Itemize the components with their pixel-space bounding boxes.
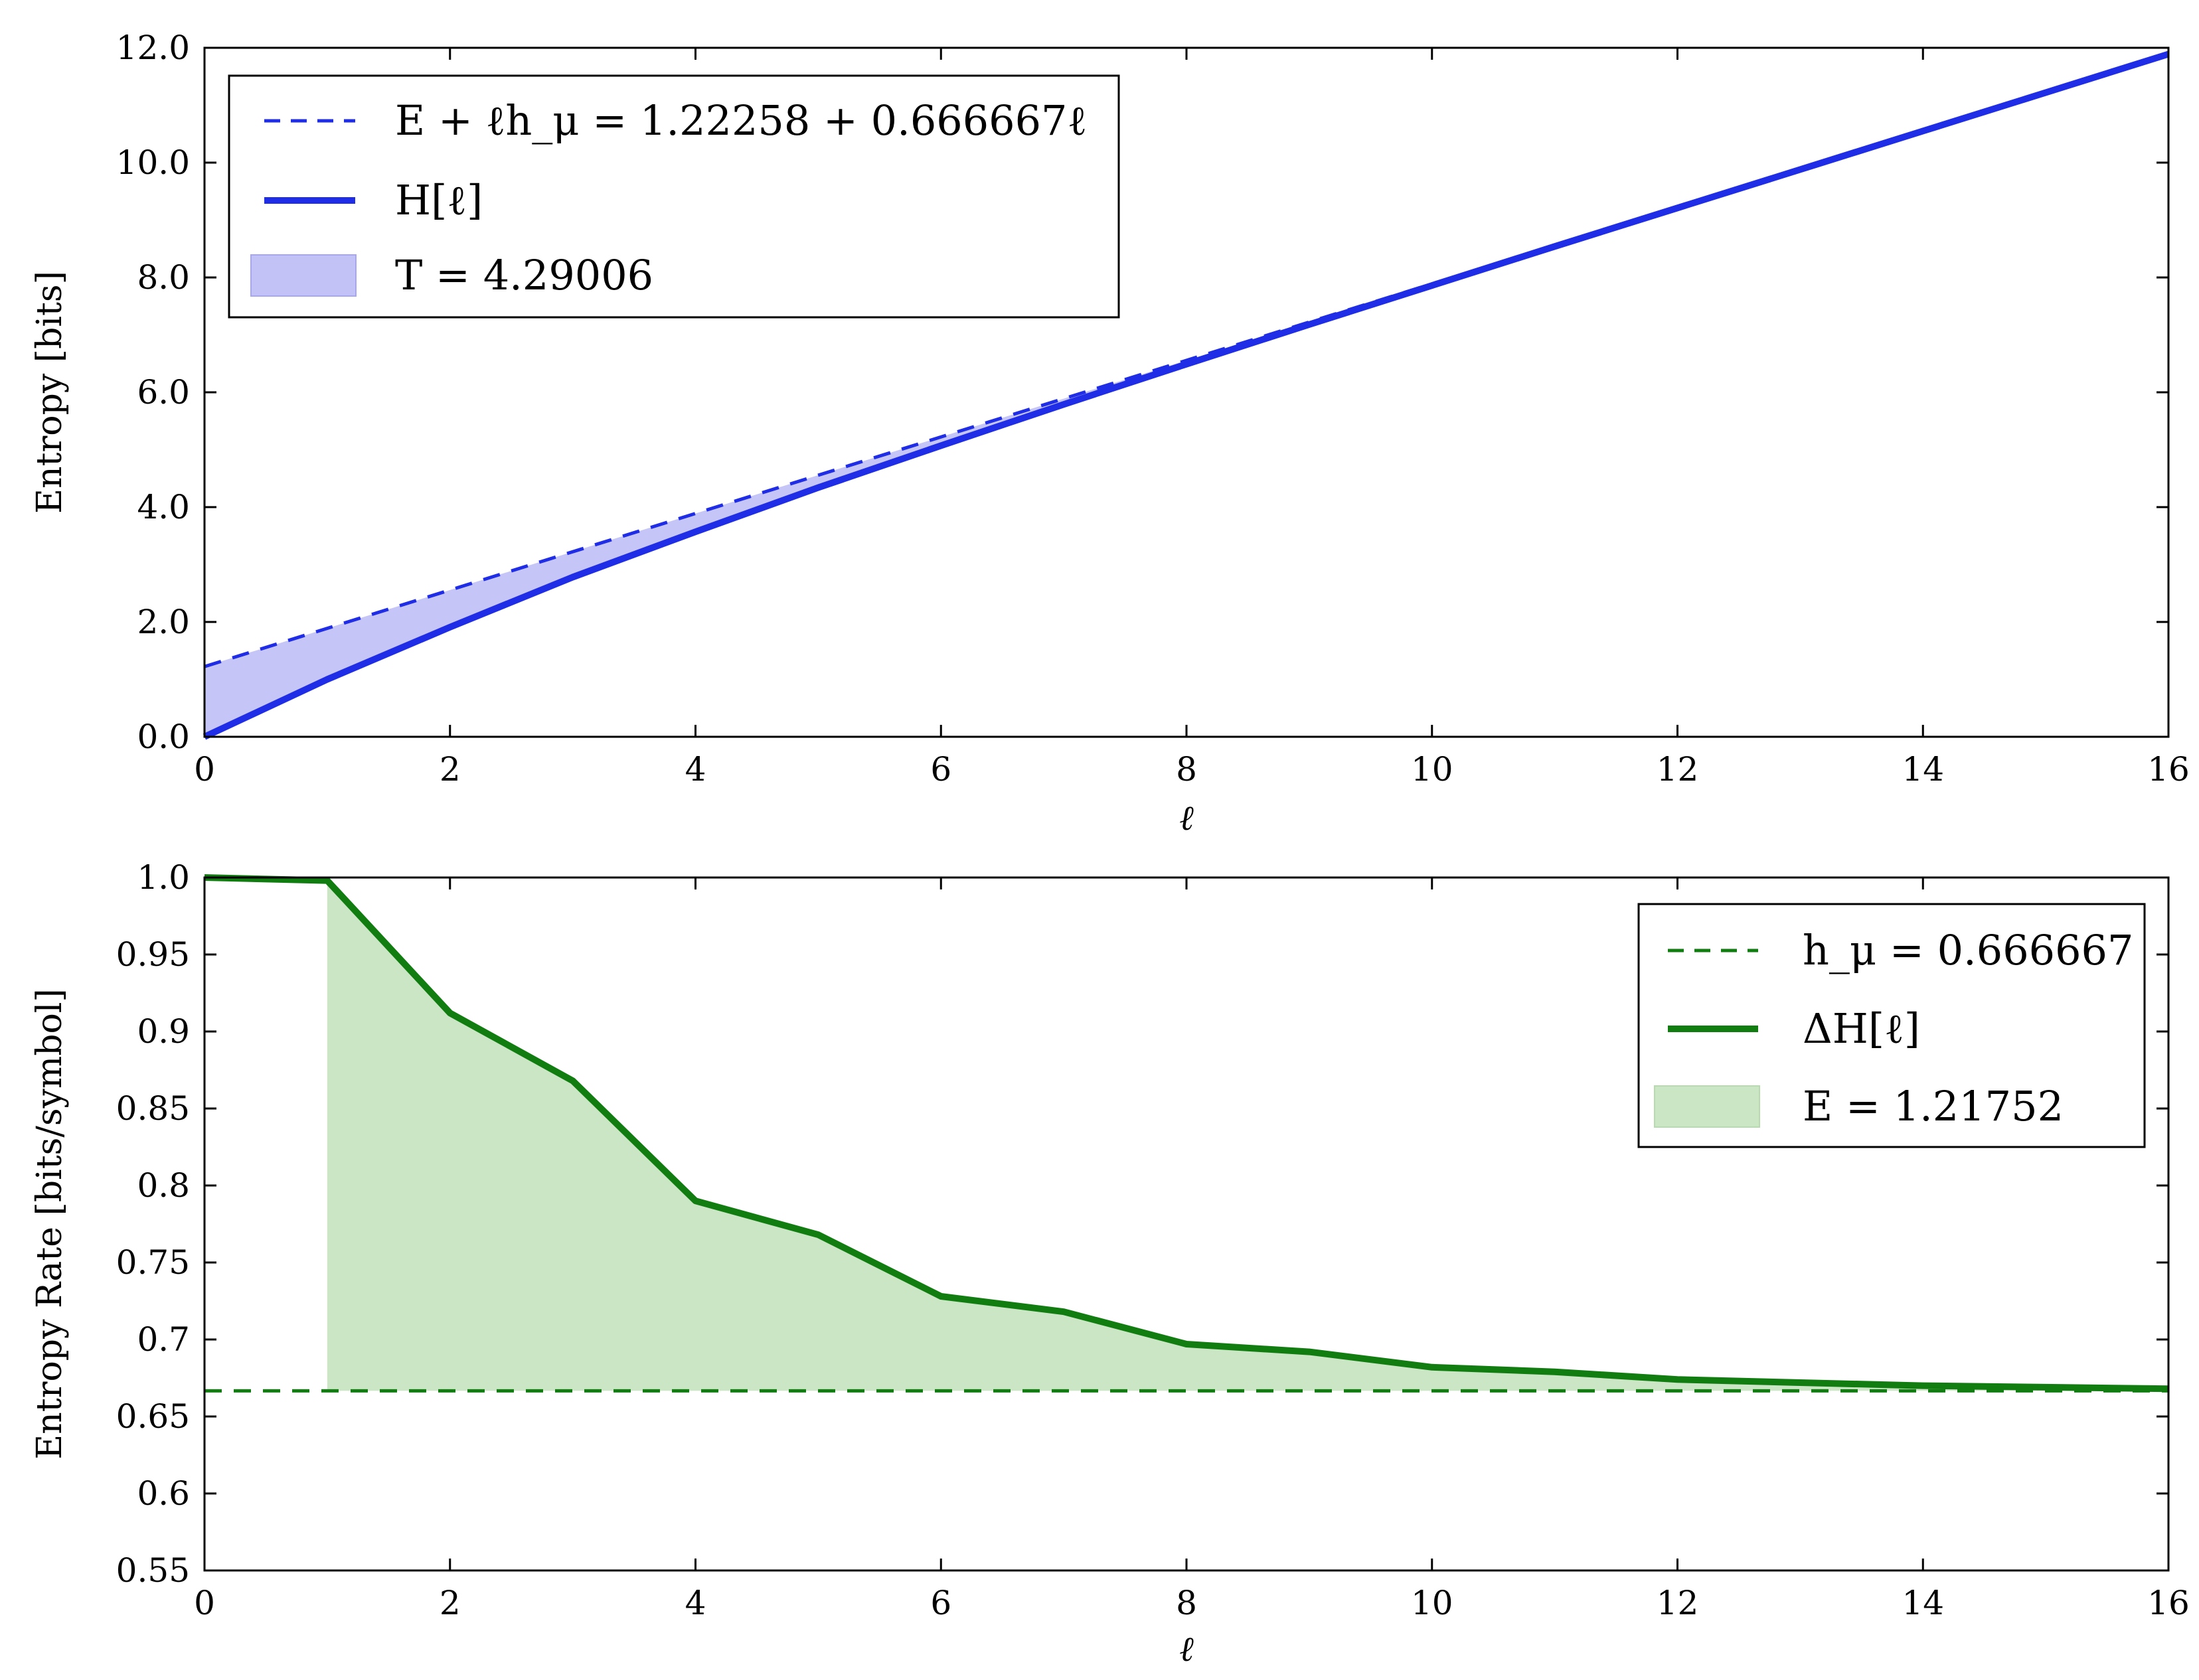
entropy-x-axis-label: ℓ xyxy=(1179,799,1194,838)
entropy-rate-solid-line xyxy=(204,874,2169,1393)
entropy-y-tick-label: 10.0 xyxy=(116,143,190,182)
entropy-rate-y-tick-label: 0.55 xyxy=(116,1551,190,1590)
entropy-x-tick-label: 4 xyxy=(685,750,706,789)
entropy-solid-line xyxy=(203,50,2170,740)
entropy-rate-x-axis-label: ℓ xyxy=(1179,1630,1194,1669)
entropy-rate-y-tick-label: 0.8 xyxy=(137,1166,190,1205)
entropy-x-tick-label: 8 xyxy=(1176,750,1197,789)
entropy-y-tick-label: 8.0 xyxy=(137,258,190,297)
entropy-rate-y-tick-label: 0.95 xyxy=(116,935,190,974)
entropy-dashed-line xyxy=(204,52,2169,668)
entropy-legend-label-fit: E + ℓh_μ = 1.22258 + 0.666667ℓ xyxy=(395,96,1087,145)
entropy-rate-x-tick-label: 14 xyxy=(1902,1584,1944,1622)
entropy-rate-y-tick-label: 0.85 xyxy=(116,1089,190,1128)
entropy-legend-label-t: T = 4.29006 xyxy=(395,251,653,299)
entropy-rate-x-tick-label: 6 xyxy=(930,1584,951,1622)
entropy-rate-y-axis-label: Entropy Rate [bits/symbol] xyxy=(30,988,70,1459)
entropy-rate-legend-label-dh: ΔH[ℓ] xyxy=(1803,1004,1920,1053)
entropy-rate-plot-area xyxy=(204,874,2169,1393)
entropy-rate-y-tick-label: 0.9 xyxy=(137,1012,190,1051)
entropy-legend-fill-swatch xyxy=(250,254,357,297)
entropy-rate-y-tick-label: 0.7 xyxy=(137,1320,190,1359)
entropy-plot-area xyxy=(203,50,2170,740)
entropy-rate-x-tick-label: 2 xyxy=(440,1584,461,1622)
entropy-rate-legend: h_μ = 0.666667 ΔH[ℓ] E = 1.21752 xyxy=(1637,903,2146,1148)
entropy-y-tick-label: 12.0 xyxy=(116,29,190,67)
entropy-rate-ticks: 0 2 4 6 8 10 12 14 16 0.55 0.6 0.65 0.7 0.75 0.8 0.85 0.… xyxy=(116,858,2190,1622)
entropy-y-tick-label: 6.0 xyxy=(137,373,190,412)
entropy-legend: E + ℓh_μ = 1.22258 + 0.666667ℓ H[ℓ] T = … xyxy=(228,74,1120,319)
entropy-y-axis-label: Entropy [bits] xyxy=(30,271,70,514)
entropy-x-tick-label: 2 xyxy=(440,750,461,789)
entropy-x-tick-label: 10 xyxy=(1411,750,1453,789)
entropy-x-tick-label: 12 xyxy=(1657,750,1699,789)
entropy-x-tick-label: 0 xyxy=(194,750,215,789)
entropy-legend-box xyxy=(228,74,1120,319)
entropy-legend-label-h: H[ℓ] xyxy=(395,176,483,224)
entropy-rate-y-tick-label: 0.75 xyxy=(116,1243,190,1282)
entropy-rate-x-tick-label: 0 xyxy=(194,1584,215,1622)
entropy-rate-y-tick-label: 1.0 xyxy=(137,858,190,897)
entropy-x-tick-label: 16 xyxy=(2147,750,2190,789)
entropy-rate-y-tick-label: 0.6 xyxy=(137,1474,190,1513)
entropy-rate-x-tick-label: 4 xyxy=(685,1584,706,1622)
entropy-rate-chart: 0 2 4 6 8 10 12 14 16 0.55 0.6 0.65 0.7 0.75 0.8 0.85 0.… xyxy=(30,858,2190,1669)
entropy-rate-y-tick-label: 0.65 xyxy=(116,1397,190,1436)
entropy-chart: 0 2 4 6 8 10 12 14 16 0.0 2.0 4.0 6.0 8.0 10.0 12.0 ℓ E… xyxy=(30,29,2190,838)
entropy-rate-legend-fill-swatch xyxy=(1654,1085,1760,1128)
entropy-y-tick-label: 2.0 xyxy=(137,603,190,641)
entropy-rate-x-tick-label: 12 xyxy=(1657,1584,1699,1622)
entropy-y-tick-label: 4.0 xyxy=(137,488,190,526)
entropy-rate-x-tick-label: 8 xyxy=(1176,1584,1197,1622)
entropy-rate-legend-label-e: E = 1.21752 xyxy=(1803,1082,2064,1130)
entropy-rate-fill-area xyxy=(327,880,2169,1391)
entropy-x-tick-label: 14 xyxy=(1902,750,1944,789)
entropy-ticks: 0 2 4 6 8 10 12 14 16 0.0 2.0 4.0 6.0 8.0 10.0 12.0 xyxy=(116,29,2190,789)
entropy-x-tick-label: 6 xyxy=(930,750,951,789)
entropy-rate-legend-label-hmu: h_μ = 0.666667 xyxy=(1803,926,2133,974)
entropy-rate-x-tick-label: 16 xyxy=(2147,1584,2190,1622)
entropy-rate-x-tick-label: 10 xyxy=(1411,1584,1453,1622)
entropy-y-tick-label: 0.0 xyxy=(137,718,190,756)
